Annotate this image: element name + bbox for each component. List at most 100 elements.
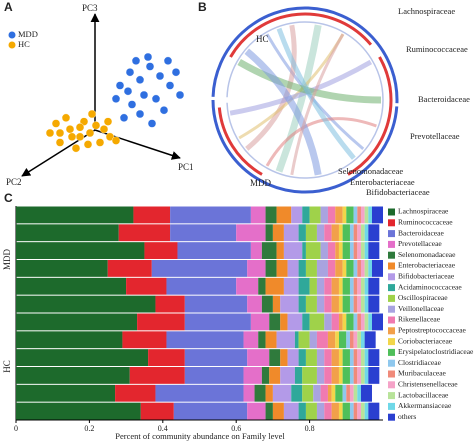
bar-segment — [335, 242, 339, 259]
point — [71, 143, 81, 153]
bar-segment — [324, 277, 332, 295]
bar-segment — [349, 242, 354, 259]
point — [51, 119, 61, 128]
bar-segment — [357, 349, 361, 366]
bar-segment — [258, 277, 266, 295]
bar-segment — [342, 295, 350, 313]
group-label: HC — [2, 360, 12, 373]
bar-segment — [151, 260, 248, 277]
bar-segment — [338, 313, 343, 331]
bar-segment — [276, 206, 292, 224]
bar-segment — [302, 206, 310, 224]
bar-segment — [265, 206, 277, 224]
bar-segment — [346, 313, 354, 331]
legend-marker — [8, 41, 16, 49]
bar-segment — [357, 224, 361, 242]
bar-segment — [342, 242, 350, 259]
legend-swatch — [388, 305, 395, 313]
bar-segment — [342, 260, 347, 277]
bar-segment — [280, 295, 299, 313]
ribbon — [265, 117, 377, 167]
panel-label: B — [198, 0, 207, 14]
bar-segment — [353, 260, 358, 277]
group-label: HC — [256, 34, 269, 44]
legend-label: Lactobacillaceae — [398, 390, 449, 399]
bar-segment — [360, 295, 365, 313]
bar-segment — [368, 277, 380, 295]
legend-swatch — [388, 402, 395, 410]
bar-segment — [357, 402, 361, 420]
bar-segment — [353, 384, 358, 402]
bar-segment — [320, 384, 328, 402]
point — [91, 121, 101, 130]
legend-label: Erysipelatoclostridiaceae — [398, 347, 474, 356]
legend-swatch — [388, 392, 395, 400]
bar-segment — [316, 277, 325, 295]
bar-segment — [265, 402, 273, 420]
legend-label: Clostridiaceae — [398, 358, 442, 367]
bar-segment — [371, 206, 383, 224]
point — [135, 75, 145, 85]
bar-segment — [283, 402, 299, 420]
point — [155, 71, 165, 81]
bar-segment — [272, 402, 284, 420]
bar-segment — [360, 384, 372, 402]
legend-swatch — [388, 208, 395, 216]
point — [123, 86, 133, 96]
bar-segment — [269, 367, 281, 384]
bar-segment — [357, 331, 361, 349]
bar-segment — [338, 224, 343, 242]
point — [131, 56, 141, 65]
family-label: Bacteroidaceae — [418, 94, 470, 104]
bar-segment — [327, 242, 336, 259]
bar-segment — [298, 260, 306, 277]
bar-segment — [309, 206, 321, 224]
legend-swatch — [388, 284, 395, 292]
legend-label: others — [398, 412, 416, 421]
bar-segment — [184, 313, 251, 331]
bar-segment — [122, 331, 167, 349]
bar-segment — [129, 367, 185, 384]
bar-segment — [368, 260, 372, 277]
panel-label: C — [4, 191, 13, 205]
bar-segment — [353, 224, 358, 242]
bar-segment — [364, 331, 376, 349]
legend-swatch — [388, 413, 395, 421]
bar-segment — [349, 224, 354, 242]
bar-segment — [247, 260, 266, 277]
bar-segment — [298, 224, 306, 242]
x-tick-label: 0.6 — [231, 424, 241, 433]
bar-segment — [305, 295, 317, 313]
bar-segment — [360, 224, 365, 242]
bar-segment — [368, 242, 380, 259]
legend-label: Bifidobacteriaceae — [398, 272, 455, 281]
legend-swatch — [388, 294, 395, 302]
bar-segment — [353, 367, 358, 384]
bar-segment — [357, 384, 361, 402]
bar-segment — [353, 349, 358, 366]
bar-segment — [324, 349, 332, 366]
bar-segment — [166, 277, 237, 295]
bar-segment — [327, 331, 336, 349]
bar-segment — [173, 402, 248, 420]
bar-segment — [283, 224, 299, 242]
bar-segment — [331, 402, 339, 420]
legend-swatch — [388, 273, 395, 281]
bar-segment — [177, 242, 251, 259]
bar-segment — [342, 349, 350, 366]
group-label: MDD — [250, 178, 272, 188]
bar-segment — [302, 242, 306, 259]
bar-segment — [331, 295, 339, 313]
point — [145, 62, 155, 71]
point — [127, 100, 137, 109]
bar-segment — [184, 367, 244, 384]
point — [143, 52, 153, 62]
bar-segment — [148, 349, 185, 366]
bar-segment — [305, 260, 317, 277]
point — [95, 138, 105, 147]
legend-swatch — [388, 348, 395, 356]
bar-segment — [331, 349, 339, 366]
bar-segment — [324, 224, 332, 242]
bar-segment — [360, 313, 365, 331]
bar-segment — [247, 349, 270, 366]
